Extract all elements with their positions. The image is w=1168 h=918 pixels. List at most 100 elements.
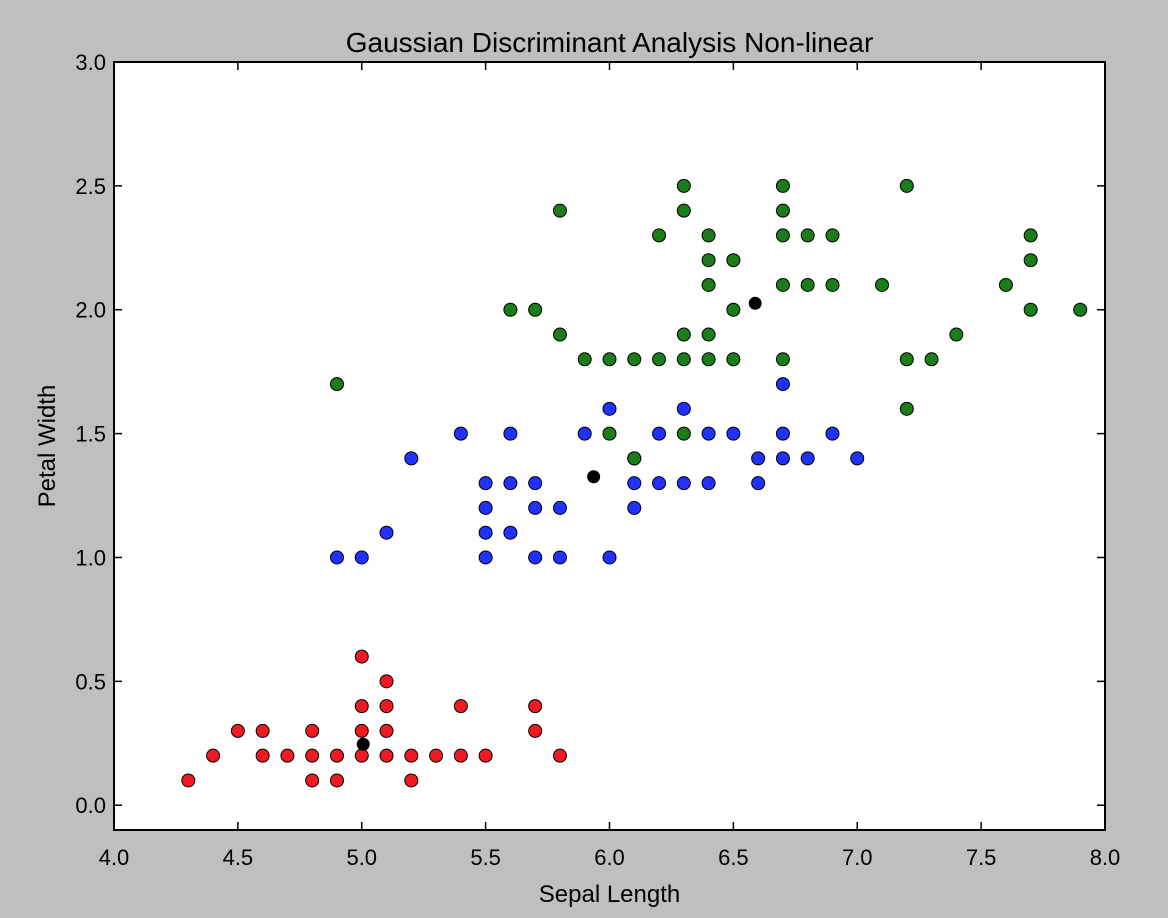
data-point [255, 723, 270, 738]
data-point [701, 426, 716, 441]
data-point [429, 748, 444, 763]
data-point [354, 550, 369, 565]
data-point [379, 748, 394, 763]
y-tick-label: 0.5 [75, 669, 106, 694]
data-point [206, 748, 221, 763]
data-point [800, 277, 815, 292]
data-point [379, 525, 394, 540]
data-point [552, 748, 567, 763]
class-mean-point [356, 737, 370, 751]
y-tick-label: 1.5 [75, 422, 106, 447]
data-point [404, 451, 419, 466]
chart-title: Gaussian Discriminant Analysis Non-linea… [346, 27, 874, 58]
data-point [230, 723, 245, 738]
data-point [478, 550, 493, 565]
data-point [354, 649, 369, 664]
y-tick-label: 1.0 [75, 545, 106, 570]
plot-frame [113, 61, 1106, 831]
x-tick-label: 8.0 [1090, 845, 1121, 870]
data-point [602, 401, 617, 416]
data-point [1023, 253, 1038, 268]
data-point [1023, 228, 1038, 243]
data-point [825, 228, 840, 243]
data-point [552, 203, 567, 218]
data-point [998, 277, 1013, 292]
data-point [379, 723, 394, 738]
data-point [652, 426, 667, 441]
data-point [751, 476, 766, 491]
data-point [478, 748, 493, 763]
class-mean-point [748, 296, 762, 310]
y-axis-label: Petal Width [34, 385, 61, 508]
data-point [775, 352, 790, 367]
data-point [503, 426, 518, 441]
data-point [552, 500, 567, 515]
data-point [775, 426, 790, 441]
data-point [726, 352, 741, 367]
data-point [850, 451, 865, 466]
data-point [602, 426, 617, 441]
y-tick-label: 0.0 [75, 793, 106, 818]
data-point [899, 178, 914, 193]
data-point [627, 500, 642, 515]
class-mean-point [587, 470, 601, 484]
data-point [478, 476, 493, 491]
axis-ticks: 4.0 4.5 5.0 5.5 6.0 6.5 7.0 7.5 8.0 0.0 0.5 1.0 1.5 2… [75, 50, 1120, 870]
y-tick-label: 2.5 [75, 174, 106, 199]
data-point [552, 550, 567, 565]
data-point [875, 277, 890, 292]
data-point [627, 352, 642, 367]
data-point [552, 327, 567, 342]
data-point [404, 773, 419, 788]
data-point [280, 748, 295, 763]
data-point [676, 401, 691, 416]
data-point [379, 699, 394, 714]
data-point [899, 401, 914, 416]
data-point [503, 525, 518, 540]
data-point [1023, 302, 1038, 317]
data-point [800, 451, 815, 466]
data-point [329, 550, 344, 565]
data-point [775, 203, 790, 218]
data-point [577, 426, 592, 441]
data-point [329, 748, 344, 763]
data-point [726, 253, 741, 268]
data-point [825, 277, 840, 292]
data-point [726, 426, 741, 441]
data-point [751, 451, 766, 466]
data-point [354, 699, 369, 714]
x-tick-label: 5.0 [346, 845, 377, 870]
data-point [800, 228, 815, 243]
y-tick-label: 2.0 [75, 298, 106, 323]
data-point [528, 550, 543, 565]
data-point [404, 748, 419, 763]
data-point [676, 352, 691, 367]
x-tick-label: 4.5 [223, 845, 254, 870]
data-point [775, 451, 790, 466]
data-point [652, 476, 667, 491]
data-point [726, 302, 741, 317]
plot-area [114, 62, 1105, 830]
data-point [676, 327, 691, 342]
data-point [652, 228, 667, 243]
data-point [329, 377, 344, 392]
data-point [478, 525, 493, 540]
data-point [676, 476, 691, 491]
data-point [528, 500, 543, 515]
data-point [627, 476, 642, 491]
data-point [354, 748, 369, 763]
x-tick-label: 7.0 [842, 845, 873, 870]
data-point [453, 426, 468, 441]
data-point [825, 426, 840, 441]
data-point [329, 773, 344, 788]
x-axis-label: Sepal Length [539, 881, 680, 908]
data-point [924, 352, 939, 367]
data-point [305, 773, 320, 788]
data-point [1073, 302, 1088, 317]
data-point [701, 277, 716, 292]
data-point [701, 253, 716, 268]
data-point [453, 748, 468, 763]
data-point [775, 277, 790, 292]
data-point [701, 352, 716, 367]
